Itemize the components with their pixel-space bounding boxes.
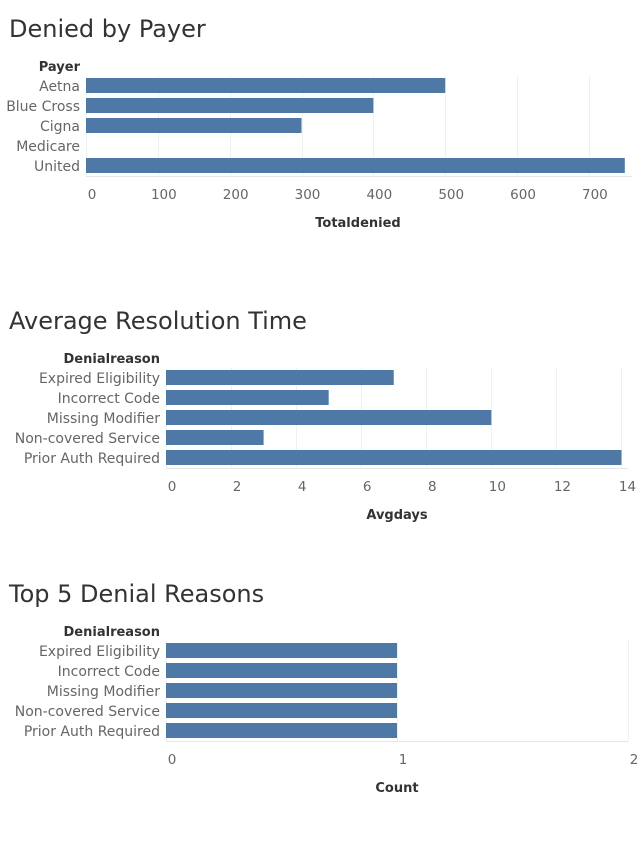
x-tick-label: 12 [554, 479, 571, 495]
category-label: Incorrect Code [58, 391, 160, 407]
denied-by-payer-chart: Denied by Payer Payer Aetna Blue Cross Cig… [6, 15, 632, 231]
category-label: Blue Cross [6, 99, 80, 115]
chart-title: Top 5 Denial Reasons [8, 580, 264, 608]
x-tick-label: 400 [366, 187, 392, 203]
category-label: United [34, 159, 80, 175]
x-tick-label: 200 [223, 187, 249, 203]
x-tick-label: 300 [295, 187, 321, 203]
bar [166, 683, 397, 698]
category-label: Missing Modifier [47, 684, 161, 700]
x-tick-label: 2 [233, 479, 242, 495]
bar [166, 723, 397, 738]
bar [86, 98, 374, 113]
category-label: Missing Modifier [47, 411, 161, 427]
category-label: Incorrect Code [58, 664, 160, 680]
row-header: Denialreason [64, 352, 160, 367]
x-tick-labels: 0 1 2 [168, 752, 639, 768]
bar [166, 370, 394, 385]
row-header: Denialreason [64, 625, 160, 640]
x-tick-label: 6 [363, 479, 372, 495]
category-label: Prior Auth Required [24, 724, 160, 740]
x-tick-label: 600 [510, 187, 536, 203]
x-tick-label: 0 [168, 479, 177, 495]
x-tick-label: 1 [399, 752, 408, 768]
category-label: Cigna [40, 119, 80, 135]
row-header: Payer [39, 60, 81, 75]
x-tick-label: 14 [619, 479, 636, 495]
bar [166, 450, 622, 465]
x-axis-label: Avgdays [366, 508, 428, 523]
bar [86, 158, 625, 173]
x-tick-label: 10 [489, 479, 506, 495]
chart-title: Average Resolution Time [9, 307, 307, 335]
x-tick-labels: 0 2 4 6 8 10 12 14 [168, 479, 636, 495]
bar [166, 390, 329, 405]
x-axis-label: Count [375, 781, 418, 796]
bars [166, 370, 622, 465]
bar [166, 410, 492, 425]
x-tick-label: 0 [88, 187, 97, 203]
average-resolution-time-chart: Average Resolution Time Denialreason Exp… [9, 307, 636, 523]
category-labels: Expired Eligibility Incorrect Code Missing… [15, 644, 161, 740]
category-label: Prior Auth Required [24, 451, 160, 467]
bars [86, 78, 625, 173]
bar [86, 78, 446, 93]
category-label: Non-covered Service [15, 704, 160, 720]
x-tick-label: 2 [630, 752, 639, 768]
category-label: Non-covered Service [15, 431, 160, 447]
chart-title: Denied by Payer [9, 15, 206, 43]
category-label: Medicare [16, 139, 80, 155]
x-axis-label: Totaldenied [315, 216, 400, 231]
x-tick-label: 100 [151, 187, 177, 203]
category-labels: Aetna Blue Cross Cigna Medicare United [6, 79, 80, 175]
x-tick-label: 700 [582, 187, 608, 203]
x-tick-label: 0 [168, 752, 177, 768]
x-tick-label: 4 [298, 479, 307, 495]
category-label: Expired Eligibility [39, 644, 160, 660]
bars [166, 643, 397, 738]
bar [166, 643, 397, 658]
bar [86, 118, 302, 133]
bar [166, 430, 264, 445]
x-tick-label: 8 [428, 479, 437, 495]
top-5-denial-reasons-chart: Top 5 Denial Reasons Denialreason Expire… [8, 580, 639, 796]
category-labels: Expired Eligibility Incorrect Code Missing… [15, 371, 161, 467]
category-label: Expired Eligibility [39, 371, 160, 387]
category-label: Aetna [39, 79, 80, 95]
bar [166, 663, 397, 678]
bar [166, 703, 397, 718]
x-tick-labels: 0 100 200 300 400 500 600 700 [88, 187, 608, 203]
x-tick-label: 500 [438, 187, 464, 203]
